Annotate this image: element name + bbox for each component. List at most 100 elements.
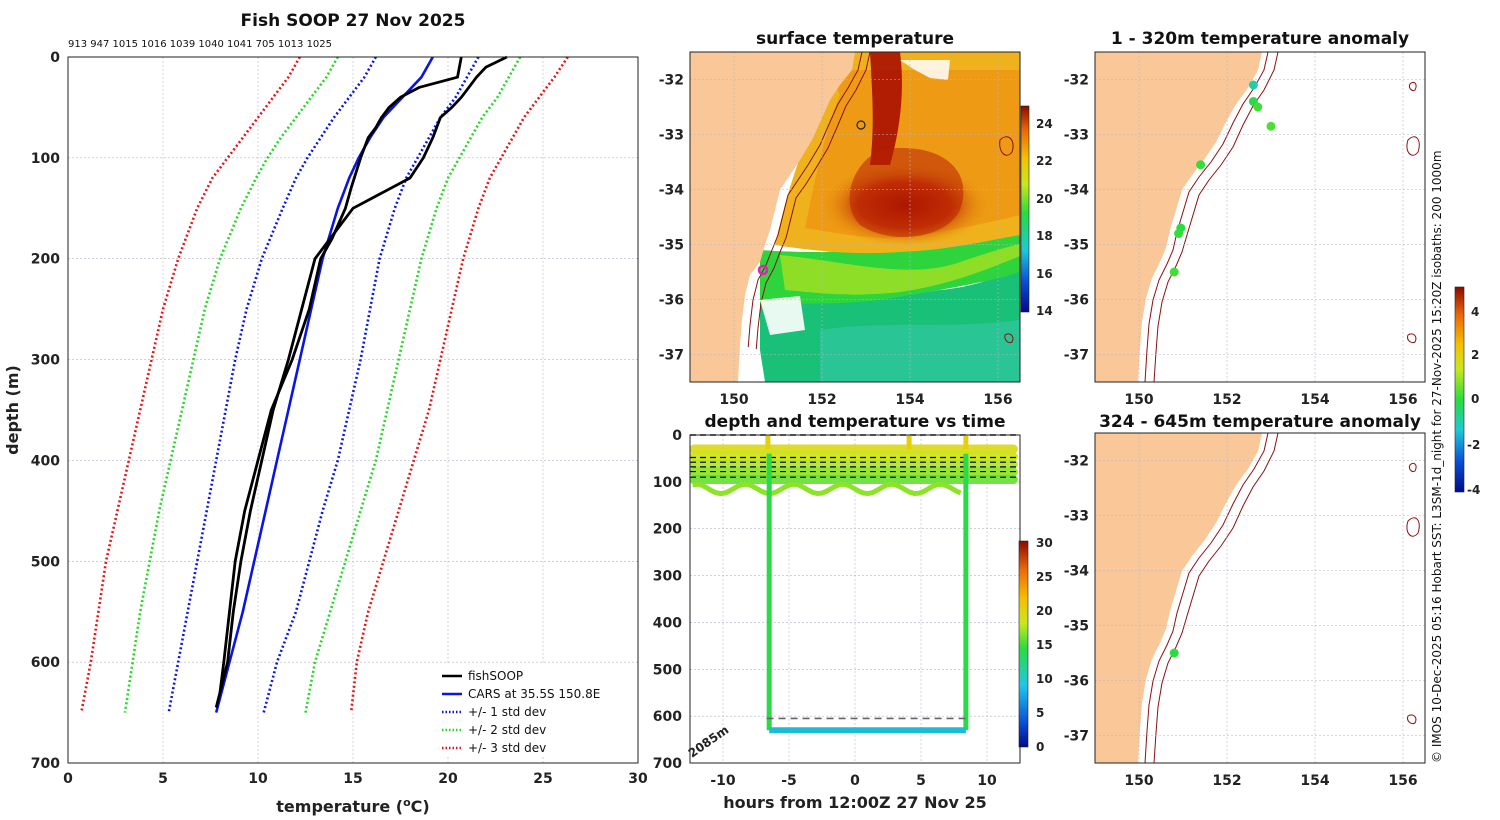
- time-ytick: 200: [653, 522, 682, 538]
- anom1-lon-tick: 154: [1300, 392, 1329, 408]
- anom-cb-tick-m4: -4: [1467, 483, 1480, 497]
- time-ytick: 400: [653, 615, 682, 631]
- anom1-point: [1174, 229, 1184, 238]
- sst-lon-tick: 154: [895, 392, 924, 408]
- anom1-point: [1169, 267, 1179, 277]
- profile-xtick: 25: [533, 771, 552, 787]
- anom1-grid: [1095, 52, 1425, 382]
- anom1-lat-tick: -37: [1064, 348, 1089, 364]
- sst-frame: [689, 51, 1021, 383]
- sst-lon-tick: 150: [719, 392, 748, 408]
- time-colorbar-ticks: 30 25 20 15 10 5 0: [1036, 536, 1053, 754]
- time-cb-tick-15: 15: [1036, 638, 1053, 652]
- sst-cb-tick-20: 20: [1036, 192, 1053, 206]
- sst-lon-tick: 152: [807, 392, 836, 408]
- time-cb-tick-5: 5: [1036, 706, 1044, 720]
- sst-lat-tick: -34: [659, 183, 685, 199]
- anomaly-map-shallow: 150 152 154 156 -32 -33 -34 -35 -36 -37 1 - 320m …: [1064, 29, 1426, 409]
- anom1-title: 1 - 320m temperature anomaly: [1111, 29, 1409, 49]
- sst-cb-tick-22: 22: [1036, 154, 1053, 168]
- sst-current-core: [870, 52, 902, 165]
- sst-lat-tick: -32: [659, 73, 684, 89]
- anom1-lat-tick: -33: [1064, 128, 1089, 144]
- sst-cb-tick-24: 24: [1036, 117, 1053, 131]
- profile-std-line: [304, 56, 522, 713]
- anom1-frame: [1094, 51, 1426, 383]
- anom1-isobath-200: [1144, 52, 1269, 382]
- time-title: depth and temperature vs time: [705, 412, 1006, 432]
- time-ytick: 300: [653, 569, 682, 585]
- profile-std-line: [123, 56, 339, 713]
- profile-fishsoop-line: [214, 55, 508, 708]
- anom1-point: [1266, 121, 1276, 131]
- profile-drop-ids: 913 947 1015 1016 1039 1040 1041 705 101…: [68, 39, 332, 50]
- profile-std-line: [262, 56, 480, 713]
- time-cb-tick-30: 30: [1036, 536, 1053, 550]
- anom2-points: [1169, 648, 1179, 658]
- sst-lat-tick: -35: [659, 238, 684, 254]
- side-caption: © IMOS 10-Dec-2025 05:16 Hobart SST: L3S…: [1430, 150, 1444, 763]
- profile-xtick: 5: [158, 771, 168, 787]
- anom2-lat-tick: -32: [1064, 454, 1089, 470]
- profile-xtick: 10: [248, 771, 268, 787]
- sst-lat-tick: -33: [659, 128, 684, 144]
- sst-marker-circle: [856, 120, 866, 130]
- profile-ylabel: depth (m): [3, 365, 22, 455]
- anom2-lat-tick: -33: [1064, 509, 1089, 525]
- anom1-lon-tick: 152: [1212, 392, 1241, 408]
- time-ytick: 700: [653, 756, 682, 772]
- sst-cb-tick-18: 18: [1036, 229, 1053, 243]
- profile-ytick: 600: [31, 655, 60, 671]
- legend-3std: +/- 3 std dev: [468, 741, 546, 755]
- anom1-point: [1196, 160, 1206, 170]
- sst-colorbar: [1020, 105, 1030, 313]
- legend-2std: +/- 2 std dev: [468, 723, 546, 737]
- time-colorbar: [1018, 540, 1029, 748]
- time-ytick: 600: [653, 709, 682, 725]
- profile-ytick: 500: [31, 554, 60, 570]
- anom2-lon-tick: 152: [1212, 773, 1241, 789]
- profile-legend: fishSOOP CARS at 35.5S 150.8E +/- 1 std …: [436, 664, 632, 756]
- anom2-lon-tick: 154: [1300, 773, 1329, 789]
- anom1-lat-tick: -32: [1064, 73, 1089, 89]
- anom2-lat-tick: -34: [1064, 564, 1090, 580]
- time-ytick: 500: [653, 662, 682, 678]
- profile-fishsoop-line: [218, 56, 463, 693]
- anom2-lat-tick: -36: [1064, 674, 1089, 690]
- anom2-frame: [1094, 432, 1426, 764]
- profile-ytick: 0: [50, 50, 60, 66]
- profile-ytick: 200: [31, 252, 60, 268]
- time-cb-tick-0: 0: [1036, 740, 1044, 754]
- anom1-point: [1253, 102, 1263, 112]
- sst-colorbar-ticks: 24 22 20 18 16 14: [1036, 117, 1053, 318]
- profile-xtick: 0: [63, 771, 73, 787]
- time-xtick: -10: [710, 773, 736, 789]
- anom1-lat-tick: -34: [1064, 183, 1090, 199]
- time-xtick: 5: [916, 773, 926, 789]
- time-xtick: -5: [781, 773, 797, 789]
- anom-cb-tick-2: 2: [1471, 348, 1479, 362]
- time-cb-tick-10: 10: [1036, 672, 1053, 686]
- profile-xtick: 20: [438, 771, 458, 787]
- legend-cars: CARS at 35.5S 150.8E: [468, 687, 600, 701]
- anom2-isobath-1000: [1153, 433, 1279, 763]
- legend-1std: +/- 1 std dev: [468, 705, 546, 719]
- anomaly-map-deep: 150 152 154 156 -32 -33 -34 -35 -36 -37 324 - 645…: [1064, 412, 1426, 789]
- sst-lon-tick: 156: [983, 392, 1012, 408]
- anom1-ticks: 150 152 154 156 -32 -33 -34 -35 -36 -37: [1064, 73, 1418, 409]
- anom2-point: [1169, 648, 1179, 658]
- profile-ytick: 700: [31, 756, 60, 772]
- profile-std-line: [80, 56, 301, 713]
- time-xtick: 10: [977, 773, 997, 789]
- anom2-lat-tick: -37: [1064, 729, 1089, 745]
- time-cb-tick-20: 20: [1036, 604, 1053, 618]
- profile-xlabel: temperature (oC): [276, 796, 429, 816]
- anomaly-colorbar: [1454, 286, 1465, 493]
- profile-grid: [67, 56, 639, 764]
- sst-title: surface temperature: [756, 29, 954, 49]
- anom1-lat-tick: -35: [1064, 238, 1089, 254]
- anomaly-colorbar-ticks: 4 2 0 -2 -4: [1467, 305, 1480, 497]
